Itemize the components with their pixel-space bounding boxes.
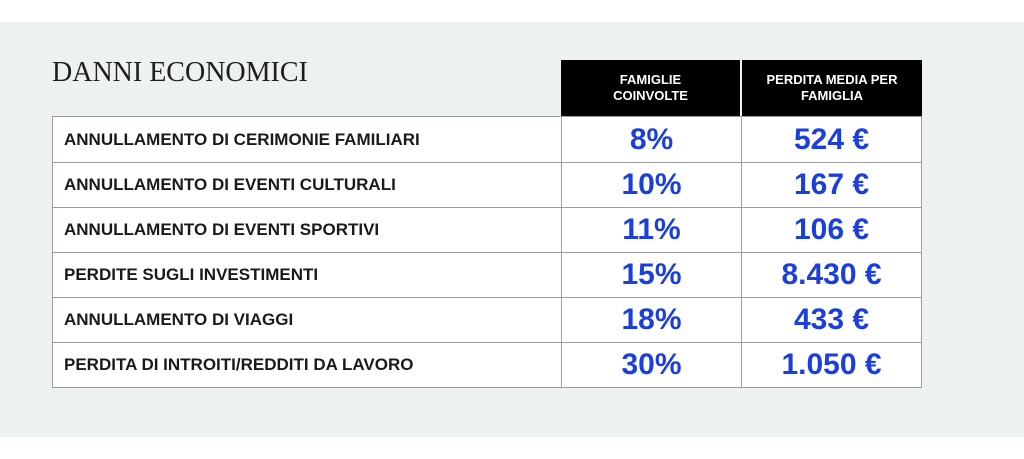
famiglie-coinvolte-value: 30% [561, 343, 741, 387]
famiglie-coinvolte-value: 11% [561, 208, 741, 252]
row-label: ANNULLAMENTO DI EVENTI CULTURALI [64, 175, 396, 194]
row-label: ANNULLAMENTO DI VIAGGI [64, 310, 294, 329]
famiglie-coinvolte-value: 8% [561, 117, 741, 162]
famiglie-coinvolte-value: 15% [561, 253, 741, 297]
column-header-famiglie-coinvolte: FAMIGLIE COINVOLTE [561, 60, 740, 116]
row-label: PERDITE SUGLI INVESTIMENTI [64, 265, 319, 284]
row-label: ANNULLAMENTO DI CERIMONIE FAMILIARI [64, 129, 420, 149]
table-row: ANNULLAMENTO DI VIAGGI 18% 433 € [53, 297, 921, 342]
table-row: ANNULLAMENTO DI EVENTI SPORTIVI 11% 106 … [53, 207, 921, 252]
famiglie-coinvolte-value: 10% [561, 163, 741, 207]
perdita-media-value: 106 € [741, 208, 921, 252]
table-row: PERDITA DI INTROITI/REDDITI DA LAVORO 30… [53, 342, 921, 387]
perdita-media-value: 8.430 € [741, 253, 921, 297]
row-label: PERDITA DI INTROITI/REDDITI DA LAVORO [64, 355, 414, 374]
perdita-media-value: 1.050 € [741, 343, 921, 387]
column-header-perdita-media: PERDITA MEDIA PER FAMIGLIA [742, 60, 922, 116]
famiglie-coinvolte-value: 18% [561, 298, 741, 342]
perdita-media-value: 433 € [741, 298, 921, 342]
data-table: ANNULLAMENTO DI CERIMONIE FAMILIARI 8% 5… [52, 116, 922, 388]
table-row: PERDITE SUGLI INVESTIMENTI 15% 8.430 € [53, 252, 921, 297]
table-title: DANNI ECONOMICI [52, 57, 308, 88]
perdita-media-value: 167 € [741, 163, 921, 207]
perdita-media-value: 524 € [741, 117, 921, 162]
table-row: ANNULLAMENTO DI EVENTI CULTURALI 10% 167… [53, 162, 921, 207]
row-label: ANNULLAMENTO DI EVENTI SPORTIVI [64, 220, 380, 239]
table-row: ANNULLAMENTO DI CERIMONIE FAMILIARI 8% 5… [53, 117, 921, 162]
